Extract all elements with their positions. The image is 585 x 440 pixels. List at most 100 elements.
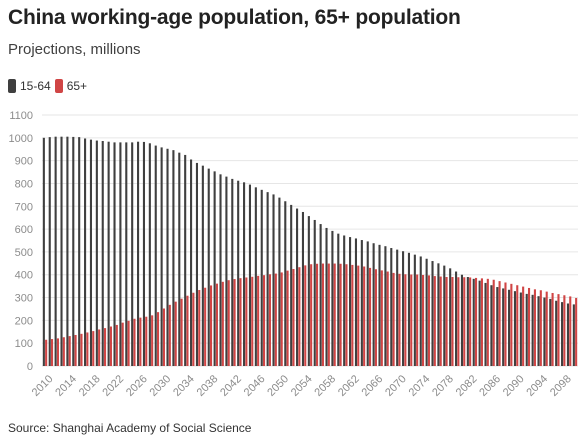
bar-15-64[interactable] <box>125 142 128 366</box>
bar-15-64[interactable] <box>519 292 522 366</box>
bar-65-plus[interactable] <box>345 264 348 366</box>
bar-65-plus[interactable] <box>557 294 560 366</box>
bar-15-64[interactable] <box>496 287 499 366</box>
bar-65-plus[interactable] <box>133 318 136 366</box>
bar-15-64[interactable] <box>337 233 340 366</box>
bar-65-plus[interactable] <box>115 324 118 366</box>
bar-65-plus[interactable] <box>180 298 183 366</box>
bar-15-64[interactable] <box>172 150 175 366</box>
bar-65-plus[interactable] <box>145 316 148 366</box>
bar-65-plus[interactable] <box>457 277 460 366</box>
bar-65-plus[interactable] <box>251 276 254 366</box>
bar-65-plus[interactable] <box>545 291 548 366</box>
bar-65-plus[interactable] <box>262 275 266 366</box>
bar-15-64[interactable] <box>555 300 558 366</box>
bar-15-64[interactable] <box>290 204 293 366</box>
bar-65-plus[interactable] <box>121 322 124 366</box>
bar-15-64[interactable] <box>78 137 81 366</box>
bar-15-64[interactable] <box>42 137 45 366</box>
bar-15-64[interactable] <box>160 147 163 366</box>
bar-15-64[interactable] <box>455 271 458 366</box>
bar-65-plus[interactable] <box>168 304 171 366</box>
bar-65-plus[interactable] <box>539 290 542 366</box>
bar-65-plus[interactable] <box>486 278 489 366</box>
bar-65-plus[interactable] <box>198 290 201 366</box>
bar-15-64[interactable] <box>490 285 493 366</box>
bar-15-64[interactable] <box>243 182 246 366</box>
bar-65-plus[interactable] <box>92 331 95 366</box>
bar-65-plus[interactable] <box>74 334 77 366</box>
bar-15-64[interactable] <box>248 184 252 366</box>
bar-65-plus[interactable] <box>480 278 483 366</box>
bar-15-64[interactable] <box>119 142 122 366</box>
bar-15-64[interactable] <box>449 268 452 366</box>
bar-15-64[interactable] <box>66 136 69 366</box>
bar-65-plus[interactable] <box>280 272 283 366</box>
bar-15-64[interactable] <box>484 282 487 366</box>
bar-65-plus[interactable] <box>351 264 354 366</box>
bar-15-64[interactable] <box>378 244 381 366</box>
bar-65-plus[interactable] <box>463 277 466 366</box>
bar-15-64[interactable] <box>84 138 87 367</box>
bar-15-64[interactable] <box>513 291 517 366</box>
bar-15-64[interactable] <box>396 249 399 366</box>
bar-15-64[interactable] <box>154 145 157 366</box>
bar-65-plus[interactable] <box>474 277 478 366</box>
bar-15-64[interactable] <box>437 263 440 366</box>
bar-65-plus[interactable] <box>416 274 419 367</box>
bar-65-plus[interactable] <box>451 277 454 366</box>
bar-15-64[interactable] <box>101 141 104 366</box>
bar-15-64[interactable] <box>572 304 575 366</box>
bar-15-64[interactable] <box>349 237 352 366</box>
bar-65-plus[interactable] <box>498 281 501 366</box>
bar-65-plus[interactable] <box>410 274 413 367</box>
bar-15-64[interactable] <box>296 208 299 366</box>
bar-15-64[interactable] <box>190 159 193 367</box>
bar-15-64[interactable] <box>478 280 481 366</box>
bar-65-plus[interactable] <box>298 267 301 366</box>
bar-15-64[interactable] <box>219 174 222 366</box>
bar-15-64[interactable] <box>107 141 110 366</box>
bar-15-64[interactable] <box>537 296 540 366</box>
legend-item-elderly[interactable]: 65+ <box>54 79 87 93</box>
bar-65-plus[interactable] <box>327 263 330 366</box>
bar-65-plus[interactable] <box>569 296 572 366</box>
bar-15-64[interactable] <box>325 227 328 366</box>
bar-65-plus[interactable] <box>427 275 430 366</box>
bar-65-plus[interactable] <box>245 277 248 366</box>
bar-65-plus[interactable] <box>50 339 54 366</box>
bar-15-64[interactable] <box>343 235 346 366</box>
bar-15-64[interactable] <box>231 178 234 366</box>
bar-15-64[interactable] <box>508 289 511 366</box>
bar-65-plus[interactable] <box>563 295 566 366</box>
bar-15-64[interactable] <box>466 277 469 366</box>
bar-65-plus[interactable] <box>522 286 525 366</box>
bar-15-64[interactable] <box>113 142 116 366</box>
bar-15-64[interactable] <box>201 165 204 366</box>
bar-15-64[interactable] <box>431 261 434 366</box>
bar-65-plus[interactable] <box>575 298 578 366</box>
bar-65-plus[interactable] <box>386 271 389 366</box>
bar-65-plus[interactable] <box>215 283 218 366</box>
bar-15-64[interactable] <box>137 141 140 366</box>
bar-15-64[interactable] <box>72 136 75 366</box>
bar-15-64[interactable] <box>148 143 151 366</box>
legend-item-working-age[interactable]: 15-64 <box>8 79 51 93</box>
bar-15-64[interactable] <box>260 189 263 366</box>
bar-15-64[interactable] <box>566 303 570 366</box>
bar-65-plus[interactable] <box>357 265 360 366</box>
bar-15-64[interactable] <box>184 154 187 366</box>
bar-65-plus[interactable] <box>392 272 395 366</box>
bar-65-plus[interactable] <box>286 270 289 366</box>
bar-65-plus[interactable] <box>551 292 554 366</box>
bar-65-plus[interactable] <box>398 273 401 366</box>
bar-65-plus[interactable] <box>315 263 319 366</box>
bar-65-plus[interactable] <box>174 301 177 366</box>
bar-15-64[interactable] <box>178 152 181 366</box>
bar-15-64[interactable] <box>166 148 169 366</box>
bar-65-plus[interactable] <box>469 277 472 366</box>
bar-15-64[interactable] <box>307 216 310 366</box>
bar-15-64[interactable] <box>425 258 428 366</box>
bar-65-plus[interactable] <box>156 312 160 366</box>
bar-65-plus[interactable] <box>333 263 336 366</box>
